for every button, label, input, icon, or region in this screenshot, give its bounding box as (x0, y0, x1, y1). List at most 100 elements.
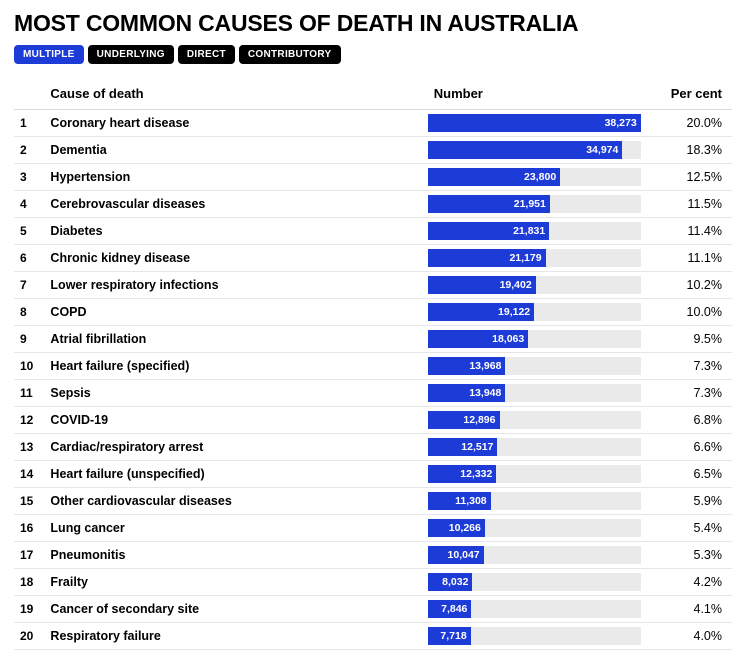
number-cell: 10,266 (428, 515, 641, 542)
table-row: 20Respiratory failure7,7184.0% (14, 623, 732, 650)
percent-cell: 5.9% (641, 488, 732, 515)
table-row: 8COPD19,12210.0% (14, 299, 732, 326)
bar-label: 13,968 (469, 357, 505, 375)
cause-cell: Cancer of secondary site (44, 596, 427, 623)
cause-cell: Chronic kidney disease (44, 245, 427, 272)
bar-label: 19,122 (498, 303, 534, 321)
bar-track: 18,063 (428, 330, 641, 348)
page-title: MOST COMMON CAUSES OF DEATH IN AUSTRALIA (14, 10, 732, 37)
table-row: 17Pneumonitis10,0475.3% (14, 542, 732, 569)
cause-cell: COVID-19 (44, 407, 427, 434)
tab-underlying[interactable]: UNDERLYING (88, 45, 174, 64)
bar-label: 11,308 (455, 492, 491, 510)
rank-cell: 8 (14, 299, 44, 326)
number-cell: 21,179 (428, 245, 641, 272)
bar-label: 21,831 (513, 222, 549, 240)
percent-cell: 11.4% (641, 218, 732, 245)
rank-cell: 9 (14, 326, 44, 353)
bar-label: 34,974 (586, 141, 622, 159)
bar-label: 21,179 (509, 249, 545, 267)
tab-direct[interactable]: DIRECT (178, 45, 235, 64)
bar-track: 12,896 (428, 411, 641, 429)
bar-track: 21,179 (428, 249, 641, 267)
number-cell: 19,122 (428, 299, 641, 326)
number-cell: 13,948 (428, 380, 641, 407)
percent-cell: 6.6% (641, 434, 732, 461)
percent-cell: 11.1% (641, 245, 732, 272)
number-cell: 12,332 (428, 461, 641, 488)
bar-track: 11,308 (428, 492, 641, 510)
cause-cell: Coronary heart disease (44, 110, 427, 137)
bar-track: 10,266 (428, 519, 641, 537)
bar-label: 21,951 (514, 195, 550, 213)
bar-track: 19,122 (428, 303, 641, 321)
percent-cell: 4.0% (641, 623, 732, 650)
table-row: 10Heart failure (specified)13,9687.3% (14, 353, 732, 380)
percent-cell: 20.0% (641, 110, 732, 137)
bar-track: 38,273 (428, 114, 641, 132)
number-cell: 11,308 (428, 488, 641, 515)
percent-cell: 11.5% (641, 191, 732, 218)
bar-label: 19,402 (500, 276, 536, 294)
percent-cell: 10.2% (641, 272, 732, 299)
col-percent: Per cent (641, 78, 732, 110)
number-cell: 13,968 (428, 353, 641, 380)
cause-cell: Lung cancer (44, 515, 427, 542)
bar-track: 21,831 (428, 222, 641, 240)
table-row: 3Hypertension23,80012.5% (14, 164, 732, 191)
rank-cell: 16 (14, 515, 44, 542)
table-row: 18Frailty8,0324.2% (14, 569, 732, 596)
table-row: 1Coronary heart disease38,27320.0% (14, 110, 732, 137)
rank-cell: 3 (14, 164, 44, 191)
rank-cell: 5 (14, 218, 44, 245)
cause-cell: Other cardiovascular diseases (44, 488, 427, 515)
bar-label: 13,948 (469, 384, 505, 402)
tab-contributory[interactable]: CONTRIBUTORY (239, 45, 341, 64)
rank-cell: 20 (14, 623, 44, 650)
bar-label: 12,517 (461, 438, 497, 456)
percent-cell: 9.5% (641, 326, 732, 353)
rank-cell: 19 (14, 596, 44, 623)
number-cell: 38,273 (428, 110, 641, 137)
bar-track: 7,846 (428, 600, 641, 618)
number-cell: 7,718 (428, 623, 641, 650)
bar-label: 10,047 (448, 546, 484, 564)
cause-cell: Atrial fibrillation (44, 326, 427, 353)
table-body: 1Coronary heart disease38,27320.0%2Demen… (14, 110, 732, 650)
cause-cell: Lower respiratory infections (44, 272, 427, 299)
bar-label: 38,273 (605, 114, 641, 132)
percent-cell: 6.8% (641, 407, 732, 434)
cause-cell: Sepsis (44, 380, 427, 407)
table-row: 15Other cardiovascular diseases11,3085.9… (14, 488, 732, 515)
table-row: 5Diabetes21,83111.4% (14, 218, 732, 245)
percent-cell: 5.4% (641, 515, 732, 542)
rank-cell: 13 (14, 434, 44, 461)
rank-cell: 4 (14, 191, 44, 218)
percent-cell: 6.5% (641, 461, 732, 488)
bar-track: 7,718 (428, 627, 641, 645)
cause-cell: Heart failure (specified) (44, 353, 427, 380)
number-cell: 12,896 (428, 407, 641, 434)
bar-track: 21,951 (428, 195, 641, 213)
bar-label: 8,032 (442, 573, 472, 591)
bar-track: 34,974 (428, 141, 641, 159)
cause-cell: Hypertension (44, 164, 427, 191)
col-rank (14, 78, 44, 110)
bar-track: 13,968 (428, 357, 641, 375)
rank-cell: 14 (14, 461, 44, 488)
rank-cell: 18 (14, 569, 44, 596)
number-cell: 7,846 (428, 596, 641, 623)
number-cell: 18,063 (428, 326, 641, 353)
bar-track: 13,948 (428, 384, 641, 402)
causes-table: Cause of death Number Per cent 1Coronary… (14, 78, 732, 650)
rank-cell: 6 (14, 245, 44, 272)
table-row: 7Lower respiratory infections19,40210.2% (14, 272, 732, 299)
percent-cell: 4.1% (641, 596, 732, 623)
table-row: 13Cardiac/respiratory arrest12,5176.6% (14, 434, 732, 461)
bar-label: 7,846 (441, 600, 471, 618)
percent-cell: 7.3% (641, 353, 732, 380)
rank-cell: 17 (14, 542, 44, 569)
percent-cell: 7.3% (641, 380, 732, 407)
tab-multiple[interactable]: MULTIPLE (14, 45, 84, 64)
cause-cell: Pneumonitis (44, 542, 427, 569)
